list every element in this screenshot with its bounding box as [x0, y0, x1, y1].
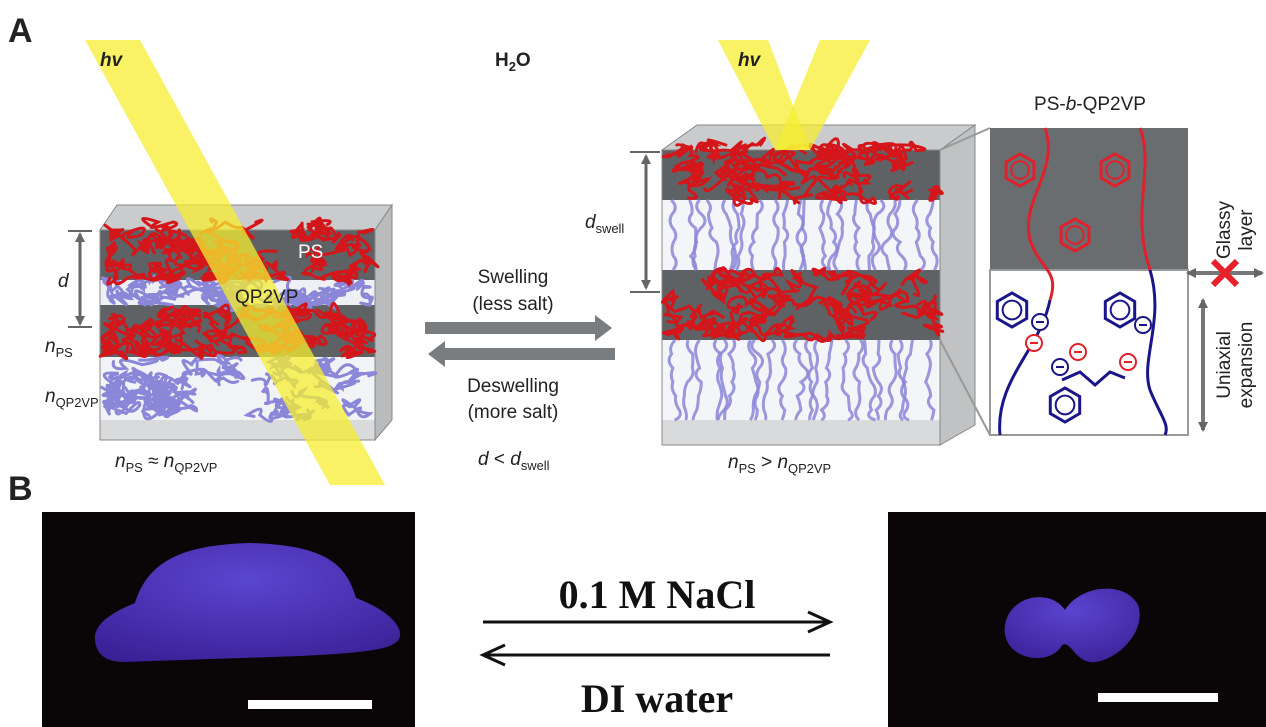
- forward-label: 0.1 M NaCl: [559, 572, 756, 617]
- qp2vp-layer-label: QP2VP: [235, 287, 298, 308]
- text-part: <: [489, 449, 511, 470]
- solvent-label: H2O: [495, 50, 531, 74]
- panel-label: A: [8, 12, 33, 50]
- text-part: n: [777, 452, 788, 473]
- text-part: QP2VP: [174, 460, 217, 475]
- text-part: n: [45, 336, 56, 357]
- panel-label: B: [8, 470, 33, 508]
- text-part: -QP2VP: [1076, 94, 1146, 115]
- scale-bar: [248, 700, 372, 709]
- text-part: b: [1066, 94, 1077, 115]
- text-part: d: [58, 271, 70, 292]
- scale-bar: [1098, 693, 1218, 702]
- backward-label: DI water: [581, 676, 733, 721]
- qp2vp-index: nQP2VP: [45, 386, 99, 410]
- index-relation: nPS ≈ nQP2VP: [115, 451, 217, 475]
- glassy-label: Glassy: [1214, 200, 1235, 259]
- text-part: n: [115, 451, 126, 472]
- text-part: QP2VP: [56, 395, 99, 410]
- spacing-label: d: [58, 271, 70, 292]
- glassy-label: layer: [1236, 209, 1257, 251]
- text-part: PS: [126, 460, 144, 475]
- forward-label: (less salt): [472, 294, 553, 315]
- inset-glassy: [990, 128, 1188, 270]
- text-part: PS-: [1034, 94, 1066, 115]
- backward-label: Deswelling: [467, 376, 559, 397]
- text-part: H: [495, 50, 509, 71]
- text-part: O: [516, 50, 531, 71]
- inset-title: PS-b-QP2VP: [1034, 94, 1146, 115]
- text-part: n: [45, 386, 56, 407]
- text-part: ≈: [143, 451, 164, 472]
- text-part: n: [728, 452, 739, 473]
- ps-index: nPS: [45, 336, 73, 360]
- swell-label: dswell: [585, 212, 624, 236]
- backward-arrow: [428, 341, 615, 367]
- backward-label: (more salt): [468, 402, 559, 423]
- ps-layer-label: PS: [298, 242, 323, 263]
- text-part: QP2VP: [788, 461, 831, 476]
- index-relation: nPS > nQP2VP: [728, 452, 831, 476]
- forward-arrow: [425, 315, 612, 341]
- figure: A hv PS QP2VP d nPS nQP2VP nPS ≈ nQP2VP …: [0, 0, 1266, 727]
- uniaxial-label: Uniaxial: [1214, 331, 1235, 399]
- text-part: n: [164, 451, 175, 472]
- text-part: PS: [739, 461, 757, 476]
- text-part: >: [756, 452, 778, 473]
- text-part: PS: [56, 345, 74, 360]
- uniaxial-label: expansion: [1236, 322, 1257, 409]
- text-part: swell: [596, 221, 625, 236]
- forward-label: Swelling: [478, 267, 549, 288]
- text-part: swell: [521, 458, 550, 473]
- spacing-relation: d < dswell: [478, 449, 550, 473]
- light-label: hv: [100, 50, 124, 71]
- text-part: 2: [509, 59, 516, 74]
- light-label: hv: [738, 50, 762, 71]
